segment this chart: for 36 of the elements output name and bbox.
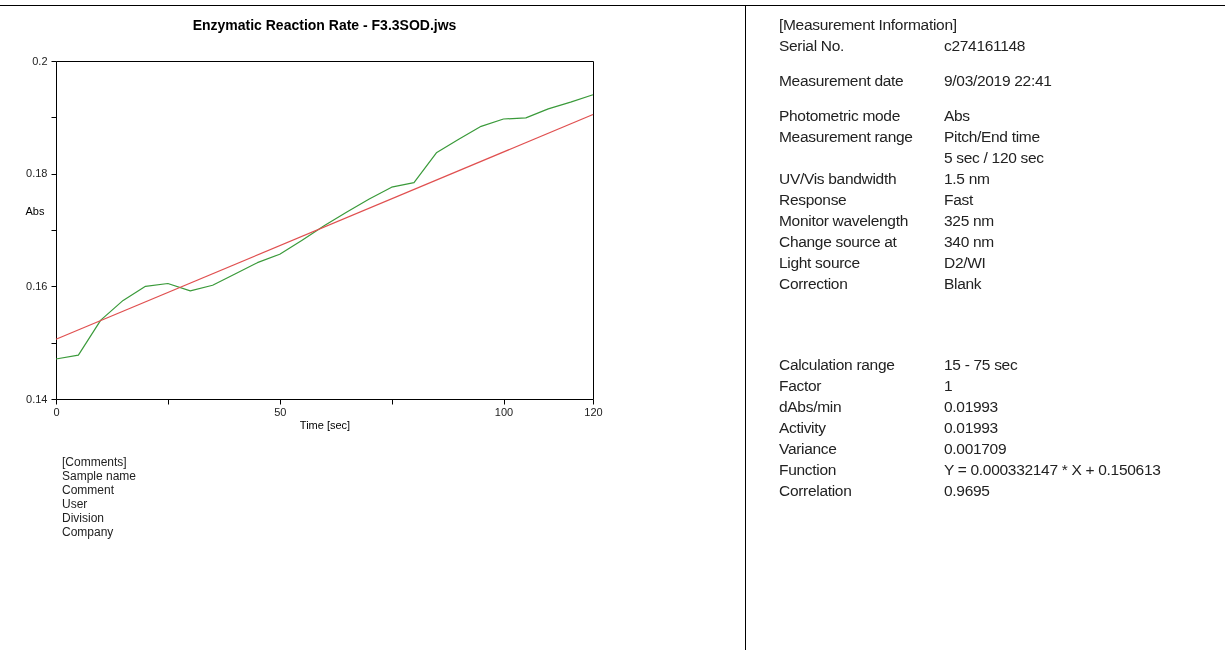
y-tick-label: 0.16 (26, 279, 48, 292)
text: Company (62, 525, 115, 539)
y-tick-label: 0.18 (26, 167, 48, 180)
text: Division (62, 511, 105, 525)
x-tick-label: 0 (53, 405, 60, 418)
text: Measurement date 9/03/2019 22:41 (779, 72, 1052, 89)
x-axis-title: Time [sec] (299, 418, 351, 431)
text: Monitor wavelength 325 nm (779, 212, 994, 229)
chart-title: Enzymatic Reaction Rate - F3.3SOD.jws (192, 17, 457, 33)
text: Measurement range Pitch/End time (779, 128, 1040, 145)
y-axis-title: Abs (25, 204, 45, 217)
text: Function Y = 0.000332147 * X + 0.150613 (779, 461, 1161, 478)
text: User (62, 497, 89, 511)
text: dAbs/min 0.01993 (779, 398, 998, 415)
text: Response Fast (779, 191, 973, 208)
text: 5 sec / 120 sec (944, 148, 1045, 168)
text: Photometric mode Abs (779, 107, 970, 124)
text: [Comments] (62, 455, 128, 469)
text: Calculation range 15 - 75 sec (779, 356, 1018, 373)
text: Sample name (62, 469, 137, 483)
text: Light source D2/WI (779, 254, 986, 271)
text: Variance 0.001709 (779, 440, 1007, 457)
text: Factor 1 (779, 377, 953, 394)
text: Serial No. c274161148 (779, 37, 1026, 54)
text: Activity 0.01993 (779, 419, 998, 436)
text: Correlation 0.9695 (779, 482, 990, 499)
text: Comment (62, 483, 115, 497)
text: Correction Blank (779, 275, 982, 292)
text: [Measurement Information] (779, 15, 958, 35)
text: UV/Vis bandwidth 1.5 nm (779, 170, 990, 187)
x-tick-label: 50 (274, 405, 287, 418)
y-tick-label: 0.2 (32, 54, 48, 67)
x-tick-label: 100 (494, 405, 514, 418)
y-tick-label: 0.14 (26, 392, 48, 405)
text: Change source at 340 nm (779, 233, 994, 250)
x-tick-label: 120 (584, 405, 603, 418)
